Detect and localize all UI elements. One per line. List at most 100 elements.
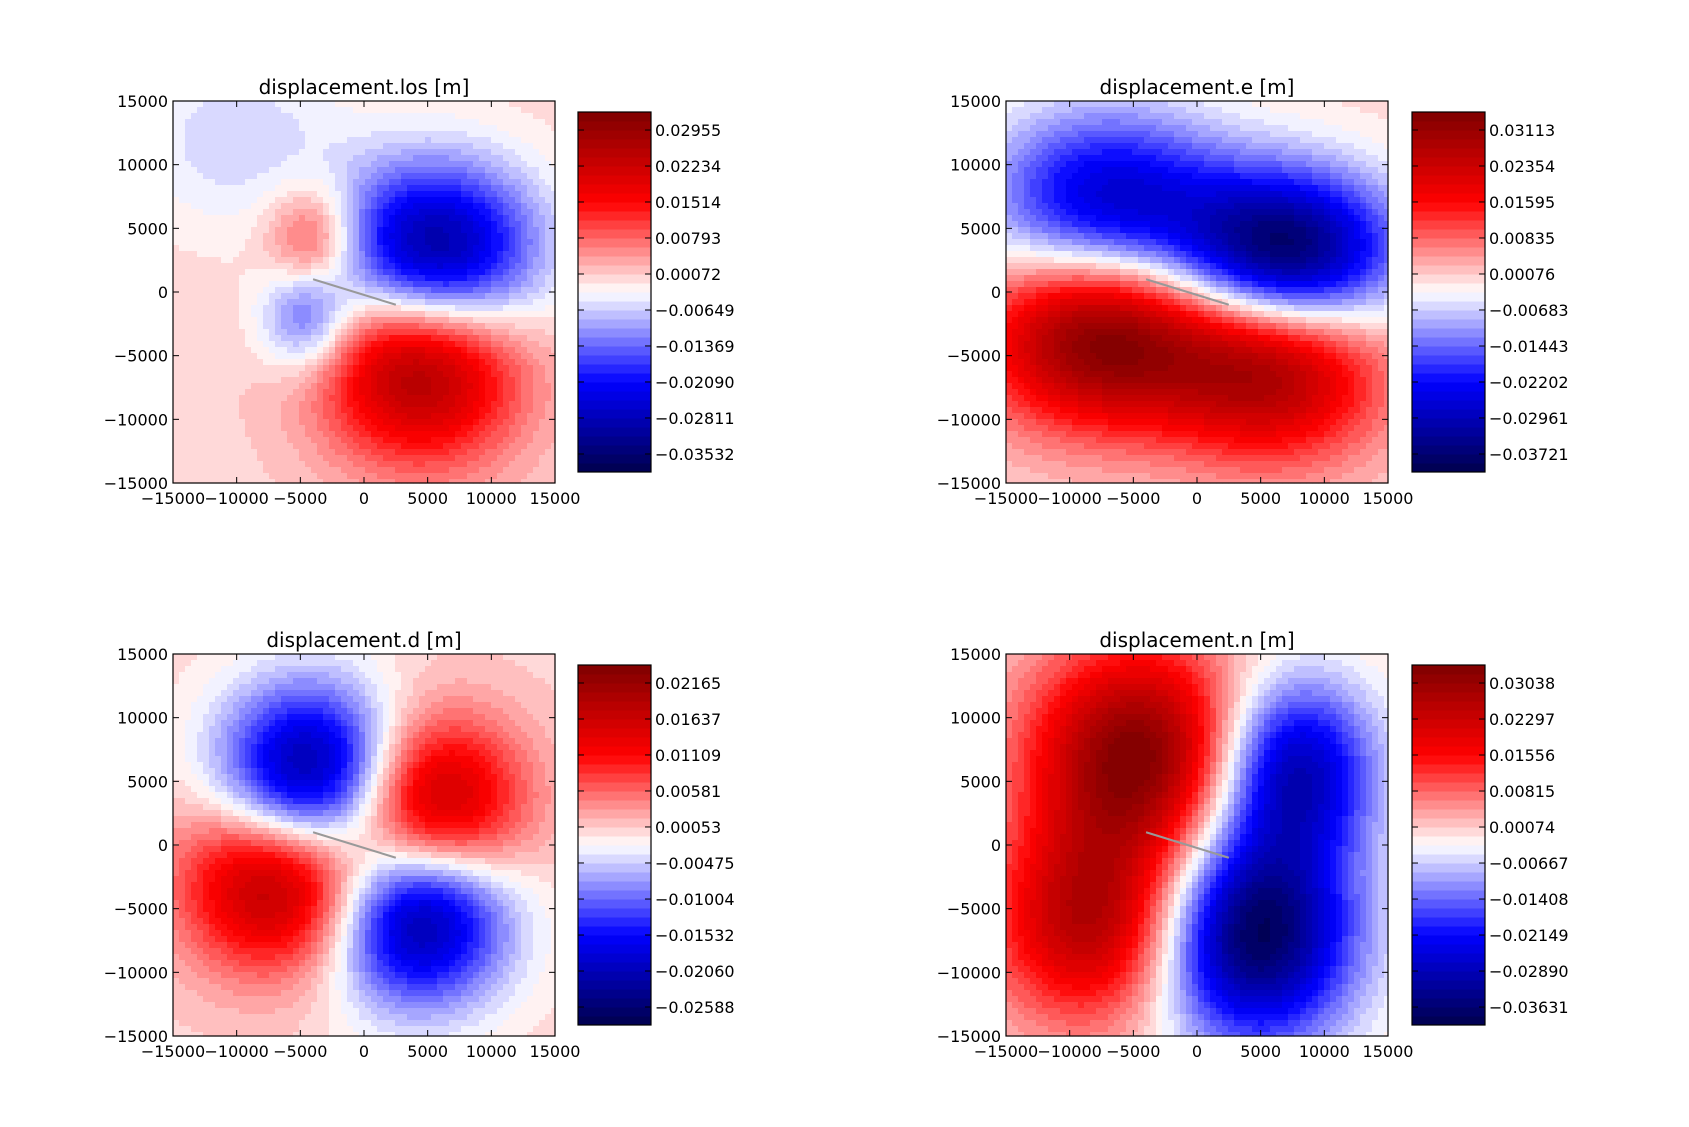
contour-cell: [437, 407, 444, 414]
contour-cell: [1300, 107, 1307, 114]
contour-cell: [1102, 131, 1109, 138]
contour-cell: [473, 317, 480, 324]
contour-cell: [461, 293, 468, 300]
contour-cell: [269, 461, 276, 468]
contour-cell: [1360, 131, 1367, 138]
contour-cell: [311, 377, 318, 384]
contour-cell: [1366, 149, 1373, 156]
contour-cell: [227, 119, 234, 126]
contour-cell: [197, 137, 204, 144]
contour-cell: [443, 365, 450, 372]
contour-cell: [1360, 113, 1367, 120]
contour-cell: [383, 383, 390, 390]
contour-cell: [521, 443, 528, 450]
contour-cell: [515, 197, 522, 204]
contour-cell: [503, 155, 510, 162]
contour-cell: [1318, 149, 1325, 156]
contour-cell: [1144, 161, 1151, 168]
contour-cell: [203, 419, 210, 426]
contour-cell: [353, 281, 360, 288]
contour-cell: [389, 329, 396, 336]
contour-cell: [383, 365, 390, 372]
contour-cell: [551, 329, 556, 336]
contour-cell: [239, 137, 246, 144]
contour-cell: [257, 455, 264, 462]
contour-cell: [395, 461, 402, 468]
contour-cell: [1060, 119, 1067, 126]
contour-cell: [1276, 143, 1283, 150]
panel-displacement-los: displacement.los [m] −15000 −10000 −5000 0 5…: [104, 75, 735, 508]
contour-cell: [323, 197, 330, 204]
colorbar-tick-label: 0.01514: [655, 193, 721, 212]
contour-cell: [383, 233, 390, 240]
contour-cell: [317, 431, 324, 438]
contour-cell: [467, 155, 474, 162]
contour-cell: [185, 293, 192, 300]
contour-cell: [197, 113, 204, 120]
contour-cell: [287, 311, 294, 318]
contour-cell: [1222, 119, 1229, 126]
contour-cell: [299, 113, 306, 120]
contour-cell: [509, 335, 516, 342]
contour-cell: [527, 329, 534, 336]
contour-cell: [1162, 167, 1169, 174]
contour-cell: [221, 341, 228, 348]
contour-cell: [185, 113, 192, 120]
contour-cell: [353, 293, 360, 300]
contour-cell: [347, 419, 354, 426]
contour-cell: [299, 299, 306, 306]
contour-cell: [389, 473, 396, 480]
contour-cell: [1048, 107, 1055, 114]
contour-cell: [1282, 101, 1289, 108]
contour-cell: [491, 377, 498, 384]
contour-cell: [533, 347, 540, 354]
contour-cell: [215, 461, 222, 468]
contour-cell: [1156, 161, 1163, 168]
contour-cell: [1114, 155, 1121, 162]
contour-cell: [437, 479, 444, 484]
contour-cell: [173, 365, 180, 372]
contour-cell: [1360, 125, 1367, 132]
contour-cell: [497, 191, 504, 198]
contour-cell: [257, 125, 264, 132]
contour-cell: [461, 137, 468, 144]
contour-cell: [395, 125, 402, 132]
contour-cell: [215, 479, 222, 484]
contour-cell: [413, 311, 420, 318]
contour-cell: [299, 359, 306, 366]
contour-cell: [551, 113, 556, 120]
contour-cell: [287, 329, 294, 336]
contour-cell: [383, 263, 390, 270]
contour-cell: [233, 191, 240, 198]
contour-cell: [317, 311, 324, 318]
contour-cell: [491, 311, 498, 318]
contour-cell: [491, 323, 498, 330]
contour-cell: [185, 335, 192, 342]
contour-cell: [443, 197, 450, 204]
contour-cell: [371, 149, 378, 156]
contour-cell: [281, 239, 288, 246]
contour-cell: [497, 479, 504, 484]
contour-cell: [455, 443, 462, 450]
contour-cell: [1114, 107, 1121, 114]
contour-cell: [383, 155, 390, 162]
contour-cell: [539, 155, 546, 162]
contour-cell: [1372, 125, 1379, 132]
contour-cell: [515, 179, 522, 186]
contour-cell: [413, 281, 420, 288]
contour-cell: [467, 125, 474, 132]
contour-cell: [551, 221, 556, 228]
contour-cell: [317, 251, 324, 258]
contour-cell: [437, 389, 444, 396]
contour-cell: [389, 215, 396, 222]
contour-cell: [401, 287, 408, 294]
contour-cell: [515, 407, 522, 414]
contour-cell: [401, 443, 408, 450]
contour-cell: [491, 119, 498, 126]
contour-cell: [1168, 161, 1175, 168]
contour-cell: [317, 365, 324, 372]
contour-cell: [275, 107, 282, 114]
contour-cell: [515, 149, 522, 156]
contour-cell: [503, 443, 510, 450]
contour-cell: [1276, 167, 1283, 174]
